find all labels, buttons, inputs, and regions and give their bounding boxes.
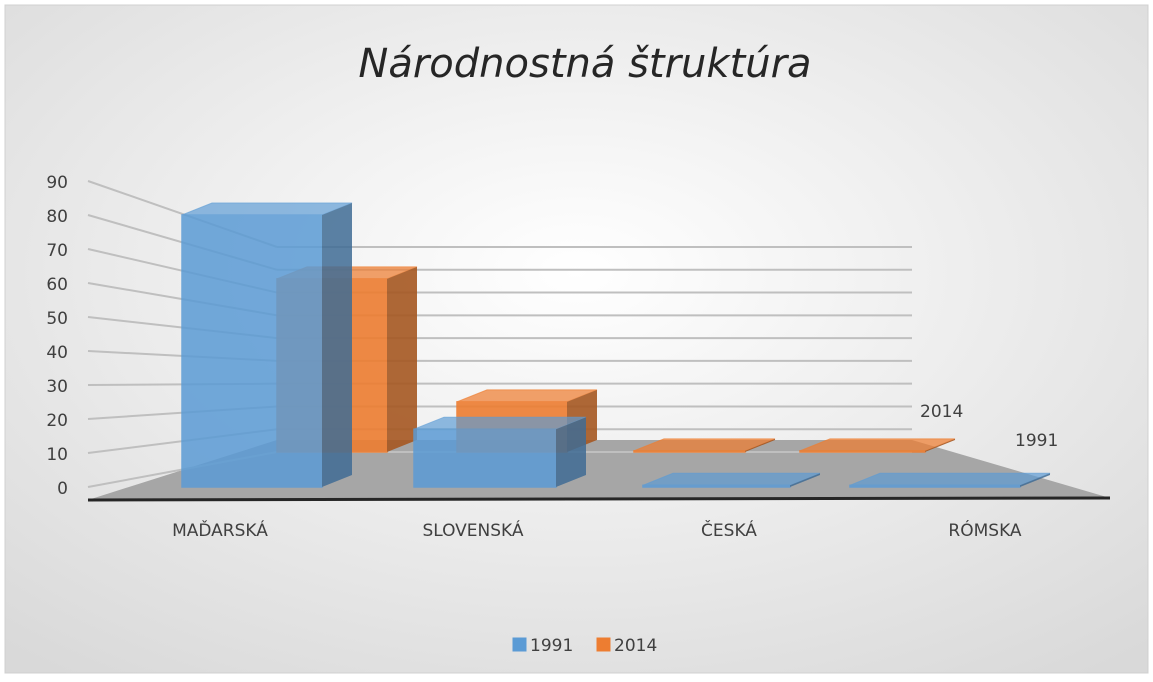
bar-side	[1020, 473, 1050, 487]
legend-label: 2014	[614, 636, 657, 656]
bar-front	[181, 214, 323, 488]
y-tick-label: 80	[46, 207, 68, 227]
bar-top	[642, 472, 821, 486]
bar-side	[322, 203, 352, 487]
y-tick-label: 70	[46, 241, 68, 261]
depth-label: 2014	[920, 402, 963, 422]
bar-side	[556, 417, 586, 487]
bar-top	[413, 416, 587, 430]
bar-side	[790, 473, 820, 487]
legend-swatch	[512, 637, 527, 652]
bar	[413, 416, 587, 488]
y-tick-label: 90	[46, 173, 68, 193]
x-tick-label: SLOVENSKÁ	[422, 519, 523, 541]
bar-top	[849, 472, 1051, 486]
bar	[799, 438, 956, 453]
y-tick-label: 0	[57, 479, 68, 499]
y-tick-label: 40	[46, 343, 68, 363]
legend-label: 1991	[530, 636, 573, 656]
chart-title: Národnostná štruktúra	[358, 41, 811, 87]
y-tick-label: 10	[46, 445, 68, 465]
bar	[633, 438, 776, 453]
y-tick-label: 60	[46, 275, 68, 295]
x-tick-label: MAĎARSKÁ	[172, 519, 268, 541]
x-tick-label: ČESKÁ	[701, 519, 757, 541]
x-axis	[87, 496, 1111, 502]
legend-swatch	[596, 637, 611, 652]
y-tick-label: 30	[46, 377, 68, 397]
bar	[181, 202, 353, 488]
x-tick-label: RÓMSKA	[948, 519, 1022, 541]
y-tick-label: 50	[46, 309, 68, 329]
bar	[642, 472, 821, 488]
bar-top	[181, 202, 353, 216]
bar-front	[413, 428, 557, 488]
bar-side	[387, 266, 417, 452]
bar-side	[745, 438, 775, 452]
bar	[849, 472, 1051, 488]
bar-side	[925, 438, 955, 452]
depth-label: 1991	[1015, 431, 1058, 451]
y-tick-label: 20	[46, 411, 68, 431]
